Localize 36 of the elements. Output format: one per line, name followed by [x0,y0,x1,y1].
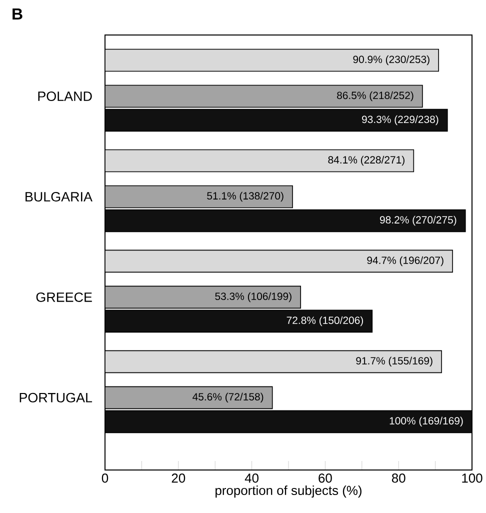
x-tick-label: 0 [102,474,108,483]
data-label: 72.8% (150/206) [286,316,363,326]
bar [105,48,440,72]
x-tick-label: 20 [172,474,186,483]
bar [105,149,414,172]
bar [105,310,373,333]
chart-title: B [12,8,22,20]
x-tick-label: 100 [462,474,482,483]
data-label: 90.9% (230/253) [353,55,430,66]
data-label: 84.1% (228/271) [328,156,404,166]
data-label: 91.7% (155/169) [356,356,432,367]
y-tick-label: BULGARIA [26,192,92,202]
data-label: 51.1% (138/270) [207,192,284,202]
bar [105,410,472,434]
bar [105,350,442,374]
x-axis-title: proportion of subjects (%) [216,486,362,498]
bar [105,250,453,273]
bar [105,84,423,108]
data-label: 86.5% (218/252) [337,91,414,102]
data-label: 53.3% (106/199) [215,292,292,302]
x-tick-label: 60 [318,474,332,483]
y-tick-label: POLAND [38,92,92,102]
y-tick-label: PORTUGAL [20,392,92,402]
data-label: 45.6% (72/158) [192,392,264,403]
x-tick-label: 40 [244,474,259,483]
x-tick-label: 80 [392,474,406,483]
bar [105,185,293,208]
y-tick-label: GREECE [36,292,92,302]
data-label: 98.2% (270/275) [380,216,456,226]
bar [105,209,466,232]
data-label: 100% (169/169) [390,416,463,427]
data-label: 94.7% (196/207) [367,256,444,266]
bar [105,386,273,410]
bar [105,286,302,309]
data-label: 93.3% (229/238) [362,115,438,126]
bar [105,108,448,132]
